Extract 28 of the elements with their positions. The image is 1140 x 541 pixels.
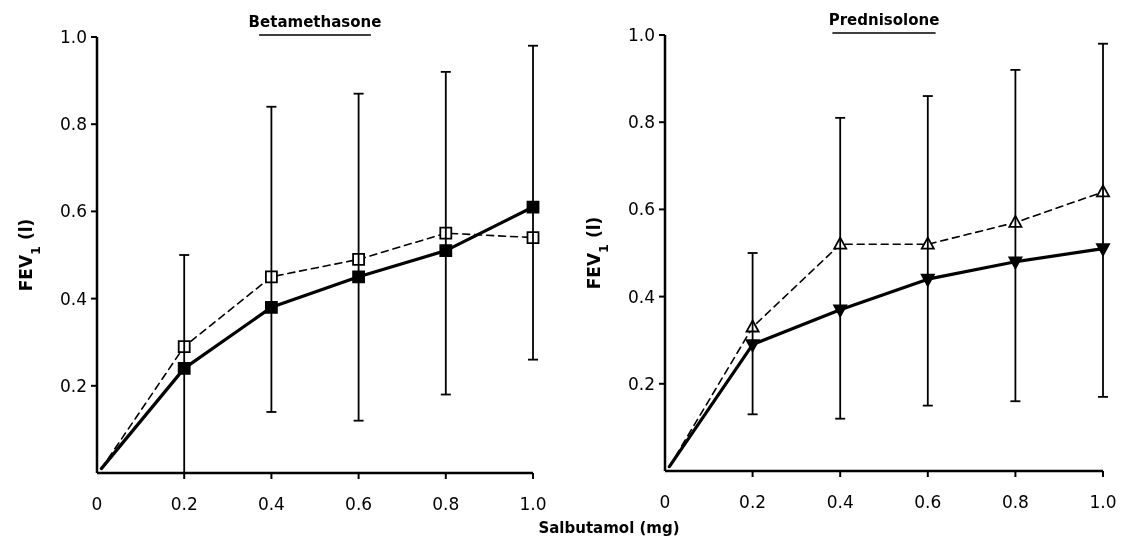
y-tick-label: 0.2 (59, 375, 87, 396)
y-tick-label: 0.8 (627, 112, 655, 133)
x-tick-label: 1.0 (1089, 492, 1117, 512)
y-tick-label: 1.0 (627, 25, 655, 45)
y-tick-label: 0.2 (627, 373, 655, 394)
y-tick-label: 0.4 (59, 288, 87, 309)
x-tick-label: 0.4 (826, 492, 854, 512)
x-tick-label: 0.2 (170, 494, 198, 514)
y-tick-label: 0.8 (59, 114, 87, 135)
x-tick-label: 1.0 (519, 494, 547, 514)
x-tick-label: 0.8 (1001, 492, 1029, 512)
x-tick-label: 0.8 (432, 494, 460, 514)
chart-title: Betamethasone (248, 13, 382, 31)
y-tick-label: 0.6 (627, 199, 655, 220)
x-tick-label: 0 (659, 492, 671, 512)
y-tick-label: 0.4 (627, 286, 655, 307)
y-tick-label: 1.0 (59, 27, 87, 47)
point (265, 300, 278, 314)
point (265, 270, 278, 284)
x-tick-label: 0 (91, 494, 103, 514)
y-tick-label: 0.6 (59, 201, 87, 222)
x-tick-label: 0.6 (914, 492, 942, 512)
chart-title: Prednisolone (828, 11, 940, 29)
point (1008, 256, 1023, 270)
x-tick-label: 0.6 (345, 494, 373, 514)
x-tick-label: 0.4 (257, 494, 285, 514)
x-axis-title: Salbutamol (mg) (538, 519, 680, 537)
x-tick-label: 0.2 (739, 492, 767, 512)
